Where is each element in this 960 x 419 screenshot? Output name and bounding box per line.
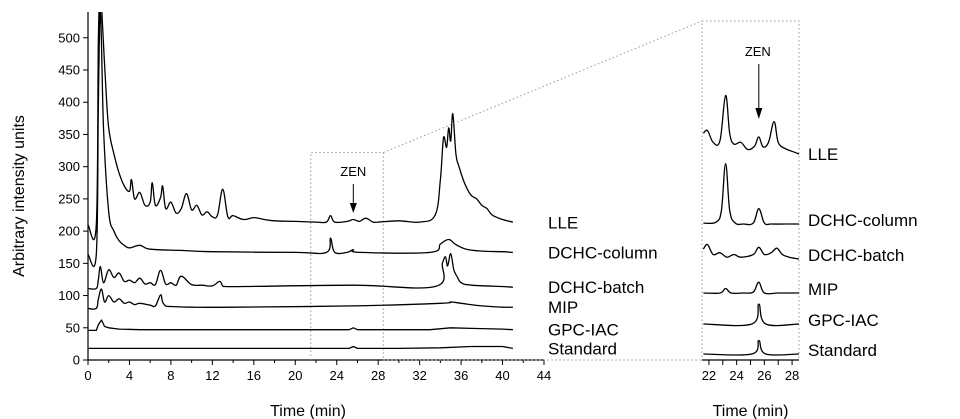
inset-series-line-mip [703,281,799,295]
zoom-connector-top [383,20,703,153]
series-label-gpc-iac: GPC-IAC [548,321,619,340]
zoomed-inset-panel: 22 24 26 28 Time (min) LLE DCHC-column DCHC-bat… [701,20,918,419]
inset-x-tick-label: 22 [702,368,716,383]
series-label-standard: Standard [548,339,617,358]
x-tick-label: 16 [247,368,261,383]
inset-series-label-mip: MIP [808,280,838,299]
inset-series-label-standard: Standard [808,341,877,360]
zoom-connector-lines [383,20,703,361]
y-tick-label: 50 [66,320,80,335]
x-axis-title: Time (min) [270,403,346,419]
inset-zen-annotation-label: ZEN [745,44,771,59]
series-label-mip: MIP [548,298,578,317]
y-tick-label: 300 [58,159,80,174]
inset-zen-arrow-head [755,108,763,119]
series-line-standard [88,345,514,350]
x-tick-label: 4 [126,368,133,383]
y-tick-label: 0 [73,353,80,368]
x-tick-label: 12 [205,368,219,383]
x-tick-label: 36 [454,368,468,383]
series-line-dchc-batch [88,253,513,290]
inset-x-tick-label: 28 [785,368,799,383]
inset-x-axis-title: Time (min) [713,403,789,419]
y-tick-label: 200 [58,224,80,239]
y-tick-label: 500 [58,30,80,45]
inset-x-tick-label: 24 [729,368,743,383]
y-tick-label: 450 [58,63,80,78]
y-tick-label: 250 [58,191,80,206]
inset-series-line-gpc-iac [703,303,800,327]
y-tick-label: 150 [58,256,80,271]
inset-series-label-dchc-column: DCHC-column [808,211,918,230]
inset-x-tick-label: 26 [757,368,771,383]
main-chromatogram-panel: 0 4 8 12 16 20 24 28 32 36 40 44 0 50 100 150 200 250 300 3… [11,12,658,419]
x-tick-label: 0 [84,368,91,383]
inset-frame [701,20,800,361]
inset-series-line-lle [702,94,800,155]
y-axis-title: Arbitrary intensity units [11,115,28,277]
y-tick-label: 350 [58,127,80,142]
series-label-lle: LLE [548,214,578,233]
x-tick-label: 32 [412,368,426,383]
inset-series-line-dchc-column [703,163,799,226]
y-tick-label: 100 [58,288,80,303]
zen-arrow-head [349,203,357,213]
zoom-region-box [310,151,384,360]
x-tick-label: 8 [167,368,174,383]
y-tick-label: 400 [58,95,80,110]
inset-series-label-dchc-batch: DCHC-batch [808,246,904,265]
series-label-dchc-column: DCHC-column [548,243,658,262]
x-tick-label: 20 [288,368,302,383]
series-line-dchc-column [88,12,513,267]
inset-series-label-lle: LLE [808,145,838,164]
series-line-mip [88,288,513,310]
inset-series-line-standard [703,339,800,356]
inset-series-line-dchc-batch [702,243,800,260]
x-tick-label: 44 [537,368,551,383]
series-line-gpc-iac [88,319,513,332]
x-tick-label: 28 [371,368,385,383]
x-tick-label: 40 [495,368,509,383]
series-label-dchc-batch: DCHC-batch [548,278,644,297]
zen-annotation-label: ZEN [340,164,366,179]
x-tick-label: 24 [329,368,343,383]
inset-series-label-gpc-iac: GPC-IAC [808,311,879,330]
series-line-lle [88,12,514,241]
